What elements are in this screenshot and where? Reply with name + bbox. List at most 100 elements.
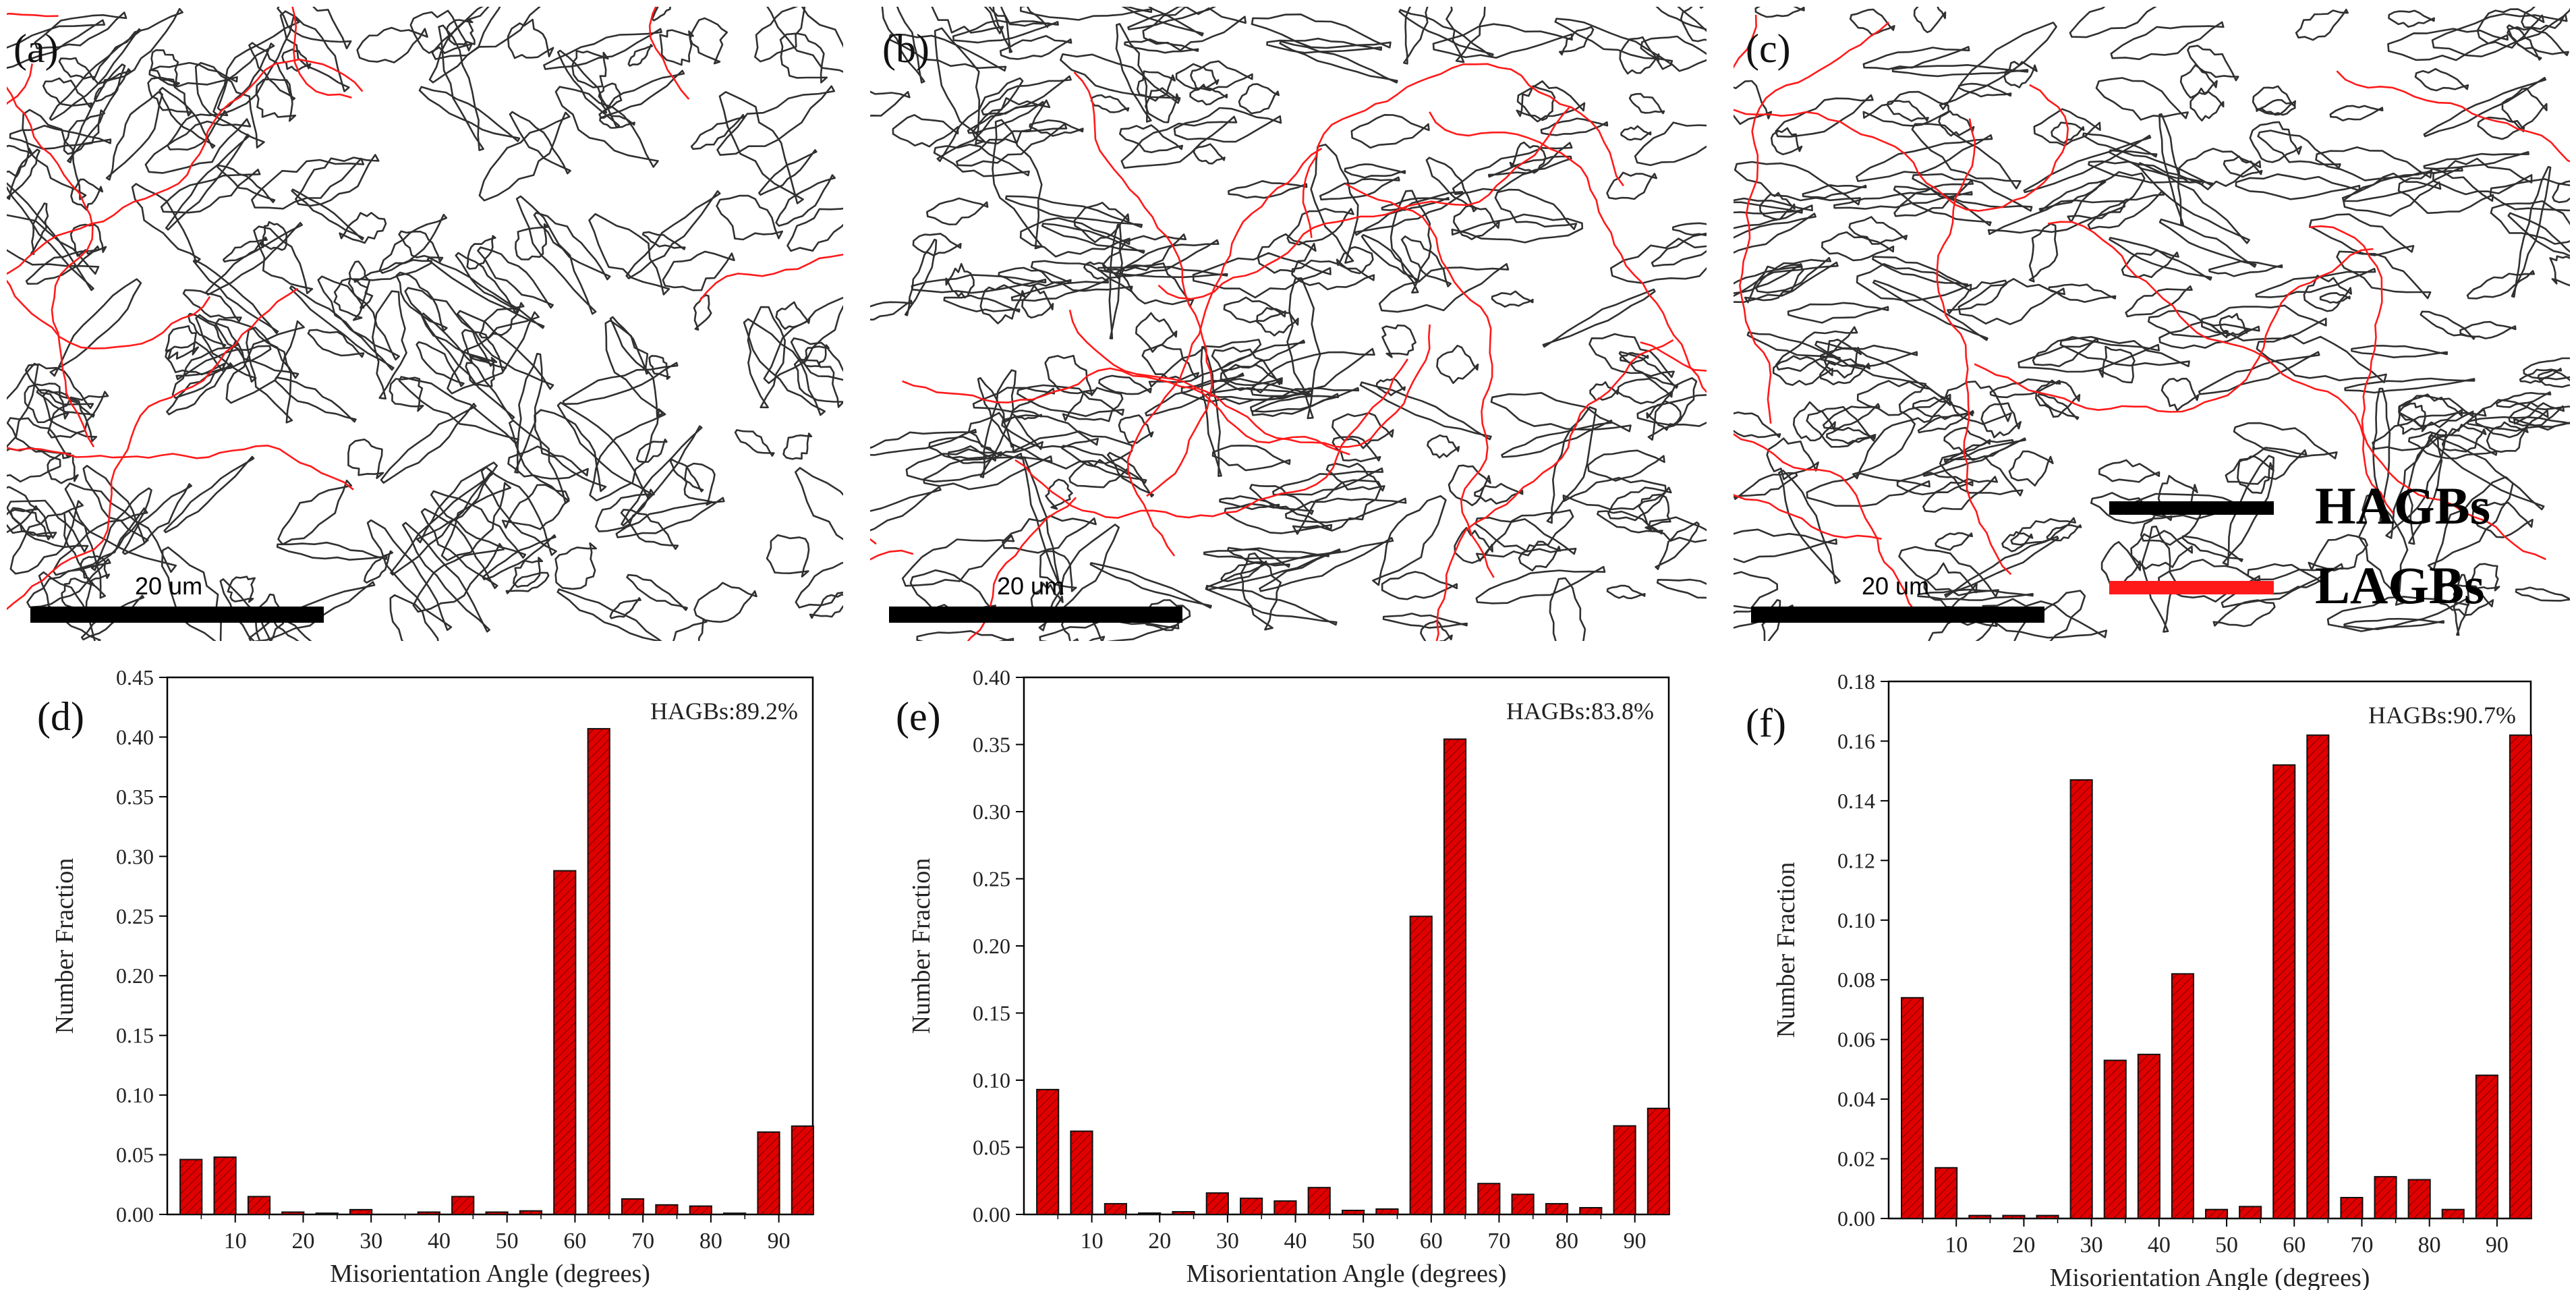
hagb-boundary: [2010, 517, 2077, 546]
hagb-boundary: [2428, 434, 2545, 511]
hagb-boundary: [246, 327, 293, 424]
hagb-boundary: [501, 484, 570, 530]
hagb-boundary: [279, 10, 350, 92]
hagb-boundary: [881, 7, 925, 84]
hagb-boundary: [1619, 36, 1660, 75]
hagb-boundary: [165, 341, 225, 376]
hagb-boundary: [1518, 540, 1562, 571]
hagb-boundary: [2308, 534, 2368, 571]
hagb-boundary: [1549, 577, 1586, 641]
bar: [1901, 997, 1924, 1220]
hagb-boundary: [1400, 235, 1452, 287]
hagb-boundary: [2067, 171, 2146, 223]
hagb-boundary: [217, 164, 276, 204]
hagb-boundary: [214, 318, 299, 379]
hagb-boundary: [2507, 212, 2570, 257]
legend-lagbs-label: LAGBs: [2315, 556, 2485, 615]
lagb-boundary: [1734, 493, 1882, 540]
hagb-boundary: [1917, 410, 1975, 434]
hagb-boundary: [363, 550, 394, 584]
hagb-boundary: [2222, 455, 2275, 566]
hagb-boundary: [1375, 378, 1406, 397]
hagb-boundary: [7, 144, 33, 178]
hagb-boundary: [923, 455, 1053, 490]
hagb-boundary: [227, 576, 256, 603]
bar: [281, 1211, 305, 1215]
hagb-boundary: [1819, 358, 1870, 386]
hagb-boundary: [1746, 331, 1841, 362]
hagb-boundary: [356, 26, 428, 63]
lagb-boundary: [1734, 432, 1918, 613]
hagb-boundary: [1475, 565, 1606, 605]
hagb-boundary: [1646, 399, 1682, 431]
hagb-boundary: [743, 318, 826, 416]
bar: [451, 1196, 475, 1215]
hagb-boundary: [1097, 264, 1228, 279]
hagb-boundary: [166, 362, 233, 416]
hagb-boundary: [2087, 190, 2165, 230]
hagb-boundary: [466, 235, 496, 270]
hagb-boundary: [2501, 87, 2548, 129]
hagb-boundary: [165, 325, 200, 360]
hagb-boundary: [1135, 312, 1178, 353]
hagb-boundary: [672, 618, 708, 641]
hagb-boundary: [1607, 486, 1672, 522]
hagb-boundary: [2326, 596, 2469, 632]
hagb-boundary: [505, 571, 550, 594]
hagb-boundary: [1061, 445, 1147, 484]
bar: [485, 1211, 509, 1215]
panel-label-f: (f): [1746, 701, 1786, 746]
hagb-boundary: [1271, 467, 1384, 496]
hagb-boundary: [1754, 7, 1805, 18]
x-tick-label: 60: [563, 1229, 586, 1254]
y-tick-label: 0.45: [116, 665, 154, 690]
hagb-boundary: [1039, 550, 1077, 592]
hagb-boundary: [2511, 166, 2552, 298]
y-tick-label: 0.25: [116, 904, 154, 928]
hagb-boundary: [1211, 346, 1283, 387]
hagb-boundary: [1448, 464, 1491, 507]
x-axis-label: Misorientation Angle (degrees): [2050, 1264, 2370, 1290]
hagb-boundary: [1044, 354, 1097, 397]
lagb-boundary: [699, 253, 843, 302]
x-tick-label: 50: [496, 1229, 519, 1254]
lagb-boundary: [870, 538, 877, 545]
hagb-boundary: [1943, 439, 2015, 464]
hagb-boundary: [1939, 451, 2024, 497]
bar: [689, 1205, 712, 1215]
histogram-2: 10 20 30 40 50 60 70 80 90 0.00 0.02 0.04 0.06 0.08 0.…: [1772, 669, 2532, 1290]
panel-label-e: (e): [896, 694, 941, 739]
hagb-boundary: [480, 466, 557, 557]
hagb-boundary: [1189, 85, 1228, 106]
hagb-boundary: [339, 212, 387, 244]
hagb-boundary: [1772, 355, 1833, 387]
hagb-boundary: [556, 588, 662, 641]
hagb-boundary: [1610, 237, 1707, 284]
hagb-boundary: [2295, 9, 2349, 41]
hagb-boundary: [389, 594, 439, 641]
hagb-boundary: [217, 43, 275, 111]
hagb-boundary: [291, 188, 364, 241]
hagb-boundary: [1487, 155, 1572, 178]
hagb-boundary: [992, 119, 1043, 250]
hagb-boundary: [1205, 584, 1338, 626]
hagb-boundary: [1980, 598, 2108, 639]
x-tick-label: 30: [360, 1229, 382, 1254]
hagb-boundary: [981, 75, 1072, 116]
histogram-0: 10 20 30 40 50 60 70 80 90 0.00 0.05 0.10 0.15 0.20 0.…: [51, 665, 815, 1288]
hagb-boundary: [2051, 121, 2085, 144]
hagb-boundary: [1939, 22, 2057, 111]
bar: [2475, 1074, 2498, 1219]
hagb-boundary: [1606, 584, 1646, 600]
hagb-boundary: [64, 482, 177, 573]
hagb-boundary: [1648, 516, 1707, 543]
hagb-boundary: [1913, 7, 1947, 34]
hagb-boundary: [1310, 144, 1359, 264]
lagb-boundary: [7, 445, 354, 490]
x-tick-label: 40: [428, 1229, 451, 1254]
bar: [2069, 779, 2093, 1219]
hagb-boundary: [693, 294, 712, 331]
hagb-boundary: [1820, 344, 1918, 368]
hagb-boundary: [793, 358, 843, 408]
hagb-boundary: [1116, 239, 1220, 277]
